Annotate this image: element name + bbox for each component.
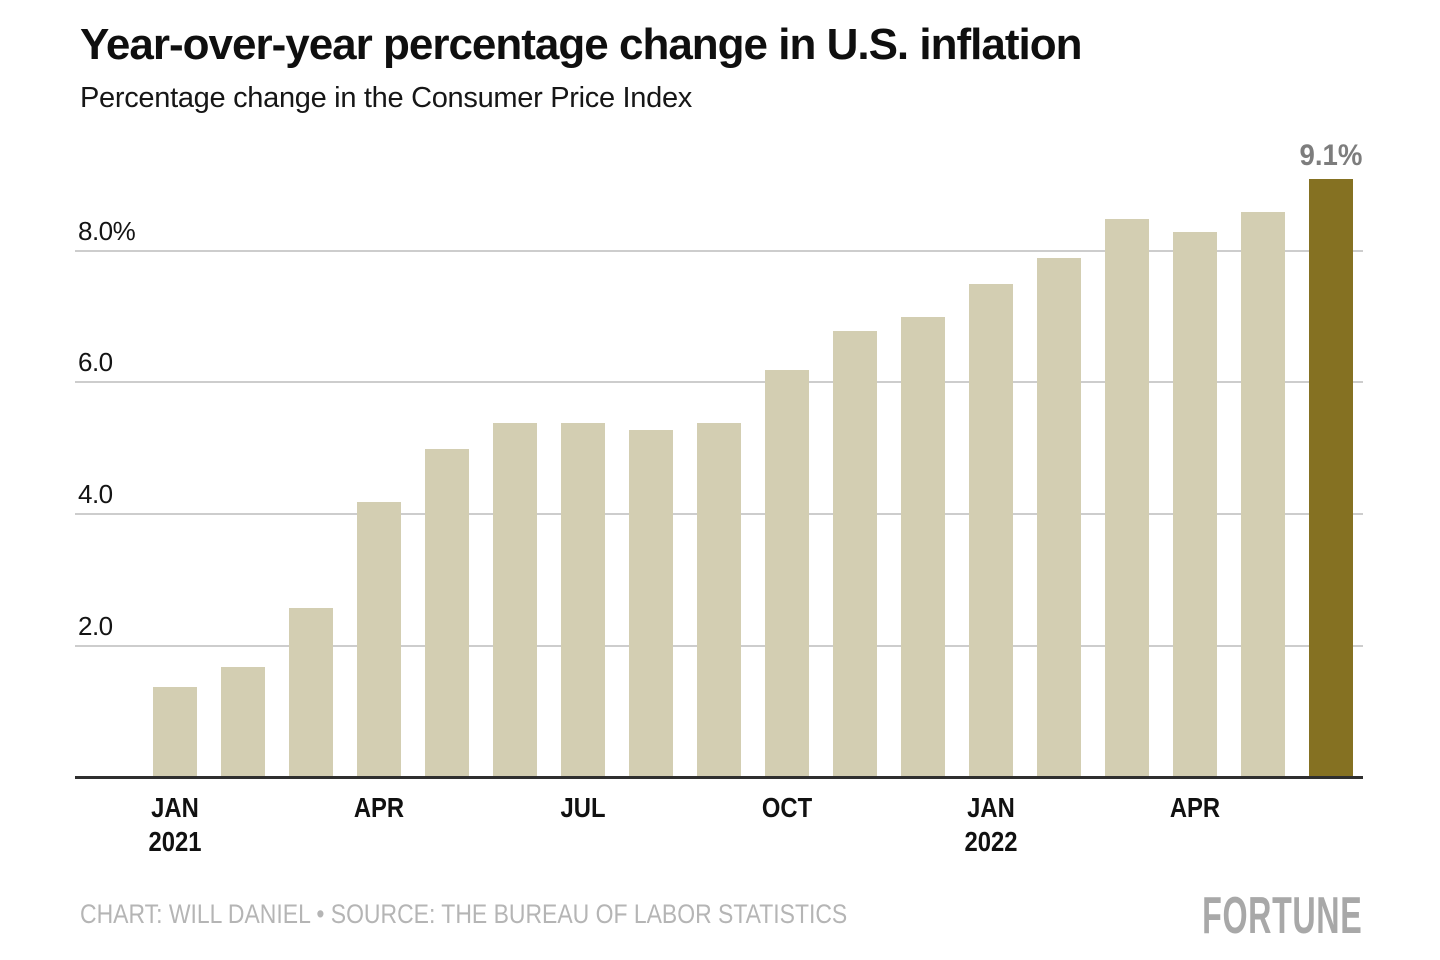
bar-may-2021 xyxy=(425,449,469,779)
x-axis-tick-label: OCT xyxy=(761,792,813,823)
y-axis-tick-label: 8.0% xyxy=(78,216,136,246)
bars-group xyxy=(153,179,1353,779)
bar-sep-2021 xyxy=(697,423,741,779)
bar-apr-2022 xyxy=(1173,232,1217,779)
fortune-logo: FORTUNE xyxy=(1201,887,1362,945)
bar-may-2022 xyxy=(1241,212,1285,779)
bar-mar-2021 xyxy=(289,608,333,779)
x-axis-line xyxy=(75,776,1363,779)
x-axis-tick-label: APR xyxy=(353,792,405,823)
bar-feb-2021 xyxy=(221,667,265,779)
bar-feb-2022 xyxy=(1037,258,1081,779)
y-axis-tick-label: 6.0 xyxy=(78,347,113,377)
bar-apr-2021 xyxy=(357,502,401,779)
bar-jun-2021 xyxy=(493,423,537,779)
bar-aug-2021 xyxy=(629,430,673,779)
bar-jan-2022 xyxy=(969,284,1013,779)
x-axis-tick-year-label: 2021 xyxy=(148,826,202,857)
gridline-6 xyxy=(75,381,1363,383)
chart-credits: CHART: WILL DANIEL • SOURCE: THE BUREAU … xyxy=(80,899,848,929)
bar-jan-2021 xyxy=(153,687,197,779)
x-axis-tick-label: JAN xyxy=(967,792,1015,823)
bar-jul-2021 xyxy=(561,423,605,779)
chart-subtitle: Percentage change in the Consumer Price … xyxy=(80,82,692,114)
bar-jun-2022 xyxy=(1309,179,1353,779)
gridline-8 xyxy=(75,250,1363,252)
x-axis-tick-label: JAN xyxy=(151,792,199,823)
bar-oct-2021 xyxy=(765,370,809,779)
bar-dec-2021 xyxy=(901,317,945,779)
peak-value-label: 9.1% xyxy=(1299,139,1363,172)
chart-title: Year-over-year percentage change in U.S.… xyxy=(80,20,1082,69)
x-axis-tick-label: APR xyxy=(1169,792,1221,823)
x-axis-tick-label: JUL xyxy=(560,792,606,823)
y-axis-tick-label: 4.0 xyxy=(78,479,113,509)
y-axis-tick-label: 2.0 xyxy=(78,611,113,641)
bar-mar-2022 xyxy=(1105,219,1149,779)
x-axis-tick-year-label: 2022 xyxy=(964,826,1018,857)
bar-nov-2021 xyxy=(833,331,877,779)
